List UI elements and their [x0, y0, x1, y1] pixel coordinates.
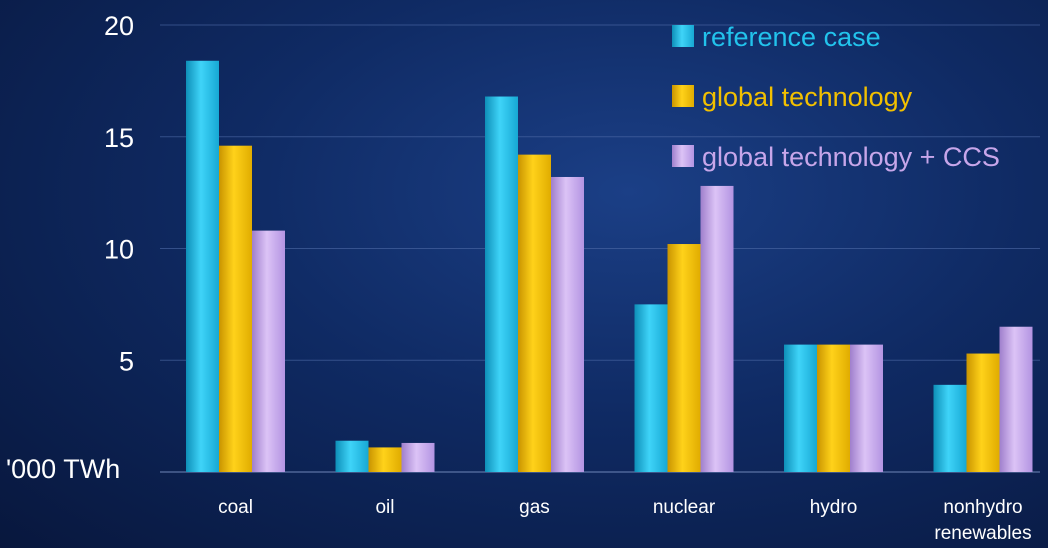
- y-tick-label: 20: [104, 11, 134, 41]
- legend-swatch: [672, 145, 694, 167]
- bars: [186, 60, 1033, 473]
- x-tick-label: oil: [375, 497, 394, 518]
- legend: reference case global technology global te…: [672, 22, 1000, 172]
- bar-nonhydro-renewables-global-technology: [966, 353, 1000, 472]
- y-tick-label: 10: [104, 235, 134, 265]
- x-tick-line: renewables: [934, 523, 1031, 544]
- bar-oil-global-technology: [368, 447, 402, 472]
- bar-nuclear-reference-case: [634, 304, 668, 472]
- bar-hydro-reference-case: [784, 344, 817, 472]
- bar-oil-global-technology-ccs: [401, 442, 435, 472]
- bar-hydro-global-technology-ccs: [850, 344, 883, 472]
- x-tick-label: coal: [218, 497, 253, 518]
- x-tick-line: coal: [218, 497, 253, 518]
- x-tick-label: gas: [519, 497, 550, 518]
- bar-nonhydro-renewables-global-technology-ccs: [999, 326, 1033, 472]
- grid-lines: [160, 24, 1040, 473]
- bar-coal-global-technology: [219, 145, 252, 472]
- bar-gas-reference-case: [485, 96, 518, 473]
- bar-hydro-global-technology: [817, 344, 850, 472]
- legend-label: global technology: [702, 82, 913, 112]
- x-tick-label: hydro: [810, 497, 858, 518]
- legend-item: global technology: [672, 82, 913, 112]
- legend-swatch: [672, 85, 694, 107]
- bar-gas-global-technology-ccs: [551, 176, 584, 473]
- legend-swatch: [672, 25, 694, 47]
- y-tick-label: 15: [104, 123, 134, 153]
- x-tick-label: nonhydro renewables: [934, 497, 1031, 544]
- bar-nonhydro-renewables-reference-case: [933, 384, 967, 472]
- bar-coal-reference-case: [186, 60, 219, 472]
- legend-label: global technology + CCS: [702, 142, 1000, 172]
- x-tick-line: oil: [375, 497, 394, 518]
- bar-coal-global-technology-ccs: [252, 230, 285, 472]
- legend-item: global technology + CCS: [672, 142, 1000, 172]
- x-tick-line: gas: [519, 497, 550, 518]
- legend-item: reference case: [672, 22, 881, 52]
- bar-nuclear-global-technology-ccs: [700, 185, 734, 473]
- x-tick-line: hydro: [810, 497, 858, 518]
- bar-nuclear-global-technology: [667, 244, 701, 472]
- x-tick-line: nonhydro: [943, 497, 1022, 518]
- bar-gas-global-technology: [518, 154, 551, 472]
- legend-label: reference case: [702, 22, 881, 52]
- x-tick-label: nuclear: [653, 497, 716, 518]
- x-tick-line: nuclear: [653, 497, 716, 518]
- bar-oil-reference-case: [335, 440, 369, 472]
- x-axis-ticks: coal oil gas nuclear hydro nonhydro renewables: [218, 497, 1032, 544]
- y-axis-ticks: 5 10 15 20: [104, 11, 134, 376]
- y-axis-label: '000 TWh: [6, 454, 120, 484]
- y-tick-label: 5: [119, 346, 134, 376]
